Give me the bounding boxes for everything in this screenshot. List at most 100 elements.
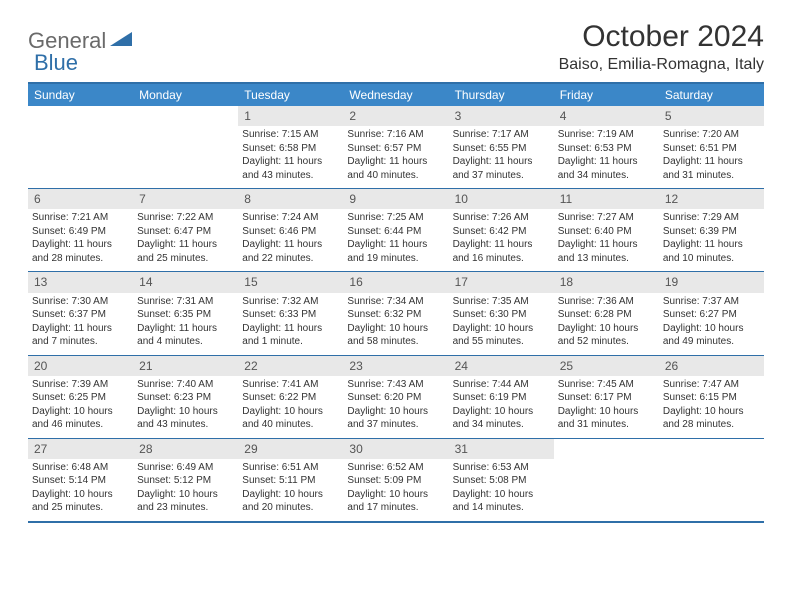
- sunrise-text: Sunrise: 7:27 AM: [558, 211, 655, 225]
- sunset-text: Sunset: 6:57 PM: [347, 142, 444, 156]
- day-number: 25: [554, 356, 659, 376]
- sunset-text: Sunset: 6:46 PM: [242, 225, 339, 239]
- week-row: 27 Sunrise: 6:48 AMSunset: 5:14 PM Dayligh…: [28, 438, 764, 521]
- daylight-text: Daylight: 10 hours and 37 minutes.: [347, 405, 444, 432]
- day-cell: 27Sunrise: 6:48 AMSunset: 5:14 PMDayligh…: [28, 439, 133, 521]
- day-number: 9: [343, 189, 448, 209]
- daylight-text: Daylight: 10 hours and 58 minutes.: [347, 322, 444, 349]
- daylight-text: Daylight: 11 hours and 22 minutes.: [242, 238, 339, 265]
- day-cell: 1Sunrise: 7:15 AMSunset: 6:58 PMDaylight…: [238, 106, 343, 188]
- day-cell: 19Sunrise: 7:37 AMSunset: 6:27 PMDayligh…: [659, 272, 764, 354]
- sunset-text: Sunset: 6:25 PM: [32, 391, 129, 405]
- day-cell: 14Sunrise: 7:31 AMSunset: 6:35 PMDayligh…: [133, 272, 238, 354]
- day-number: 5: [659, 106, 764, 126]
- day-number: 14: [133, 272, 238, 292]
- sunrise-text: Sunrise: 7:19 AM: [558, 128, 655, 142]
- sunrise-text: Sunrise: 7:25 AM: [347, 211, 444, 225]
- day-cell: 3Sunrise: 7:17 AMSunset: 6:55 PMDaylight…: [449, 106, 554, 188]
- sunset-text: Sunset: 5:08 PM: [453, 474, 550, 488]
- daylight-text: Daylight: 11 hours and 40 minutes.: [347, 155, 444, 182]
- day-cell: 7Sunrise: 7:22 AMSunset: 6:47 PMDaylight…: [133, 189, 238, 271]
- sunset-text: Sunset: 5:14 PM: [32, 474, 129, 488]
- sunset-text: Sunset: 6:32 PM: [347, 308, 444, 322]
- day-number: 18: [554, 272, 659, 292]
- day-number: 1: [238, 106, 343, 126]
- day-header-wednesday: Wednesday: [343, 84, 448, 106]
- sunset-text: Sunset: 6:22 PM: [242, 391, 339, 405]
- day-header-monday: Monday: [133, 84, 238, 106]
- day-cell: 15Sunrise: 7:32 AMSunset: 6:33 PMDayligh…: [238, 272, 343, 354]
- day-number: 13: [28, 272, 133, 292]
- sunset-text: Sunset: 6:51 PM: [663, 142, 760, 156]
- sunset-text: Sunset: 6:55 PM: [453, 142, 550, 156]
- sunset-text: Sunset: 6:40 PM: [558, 225, 655, 239]
- sunrise-text: Sunrise: 7:34 AM: [347, 295, 444, 309]
- sunset-text: Sunset: 6:30 PM: [453, 308, 550, 322]
- sunset-text: Sunset: 5:11 PM: [242, 474, 339, 488]
- sunrise-text: Sunrise: 7:22 AM: [137, 211, 234, 225]
- sunset-text: Sunset: 6:20 PM: [347, 391, 444, 405]
- daylight-text: Daylight: 11 hours and 25 minutes.: [137, 238, 234, 265]
- sunrise-text: Sunrise: 7:44 AM: [453, 378, 550, 392]
- daylight-text: Daylight: 10 hours and 28 minutes.: [663, 405, 760, 432]
- day-cell: 20Sunrise: 7:39 AMSunset: 6:25 PMDayligh…: [28, 356, 133, 438]
- week-row: ..1Sunrise: 7:15 AMSunset: 6:58 PMDaylig…: [28, 106, 764, 188]
- day-number: 4: [554, 106, 659, 126]
- day-cell: 6Sunrise: 7:21 AMSunset: 6:49 PMDaylight…: [28, 189, 133, 271]
- sunset-text: Sunset: 6:23 PM: [137, 391, 234, 405]
- day-cell: 8 Sunrise: 7:24 AMSunset: 6:46 PMDaylight…: [238, 189, 343, 271]
- week-row: 13Sunrise: 7:30 AMSunset: 6:37 PMDayligh…: [28, 271, 764, 354]
- day-cell: .: [28, 106, 133, 188]
- sunset-text: Sunset: 6:35 PM: [137, 308, 234, 322]
- day-number: 27: [28, 439, 133, 459]
- day-cell: 23Sunrise: 7:43 AMSunset: 6:20 PMDayligh…: [343, 356, 448, 438]
- day-cell: 29Sunrise: 6:51 AMSunset: 5:11 PMDayligh…: [238, 439, 343, 521]
- sunrise-text: Sunrise: 6:48 AM: [32, 461, 129, 475]
- logo-triangle-icon: [110, 30, 132, 53]
- sunset-text: Sunset: 6:49 PM: [32, 225, 129, 239]
- daylight-text: Daylight: 10 hours and 31 minutes.: [558, 405, 655, 432]
- day-cell: 26Sunrise: 7:47 AMSunset: 6:15 PMDayligh…: [659, 356, 764, 438]
- day-header-sunday: Sunday: [28, 84, 133, 106]
- daylight-text: Daylight: 11 hours and 13 minutes.: [558, 238, 655, 265]
- day-cell: 30Sunrise: 6:52 AMSunset: 5:09 PMDayligh…: [343, 439, 448, 521]
- sunset-text: Sunset: 5:12 PM: [137, 474, 234, 488]
- day-cell: .: [659, 439, 764, 521]
- sunrise-text: Sunrise: 7:41 AM: [242, 378, 339, 392]
- sunrise-text: Sunrise: 7:20 AM: [663, 128, 760, 142]
- sunrise-text: Sunrise: 7:30 AM: [32, 295, 129, 309]
- sunrise-text: Sunrise: 7:35 AM: [453, 295, 550, 309]
- sunrise-text: Sunrise: 7:36 AM: [558, 295, 655, 309]
- sunset-text: Sunset: 6:44 PM: [347, 225, 444, 239]
- sunset-text: Sunset: 6:58 PM: [242, 142, 339, 156]
- day-header-row: SundayMondayTuesdayWednesdayThursdayFrid…: [28, 84, 764, 106]
- day-cell: 28Sunrise: 6:49 AMSunset: 5:12 PMDayligh…: [133, 439, 238, 521]
- day-number: 29: [238, 439, 343, 459]
- day-number: 20: [28, 356, 133, 376]
- day-header-friday: Friday: [554, 84, 659, 106]
- day-number: 26: [659, 356, 764, 376]
- day-cell: 13Sunrise: 7:30 AMSunset: 6:37 PMDayligh…: [28, 272, 133, 354]
- day-cell: 4Sunrise: 7:19 AMSunset: 6:53 PMDaylight…: [554, 106, 659, 188]
- daylight-text: Daylight: 11 hours and 4 minutes.: [137, 322, 234, 349]
- sunset-text: Sunset: 6:47 PM: [137, 225, 234, 239]
- sunrise-text: Sunrise: 7:47 AM: [663, 378, 760, 392]
- day-number: 8: [238, 189, 343, 209]
- day-cell: 12Sunrise: 7:29 AMSunset: 6:39 PMDayligh…: [659, 189, 764, 271]
- day-cell: 2Sunrise: 7:16 AMSunset: 6:57 PMDaylight…: [343, 106, 448, 188]
- sunrise-text: Sunrise: 7:15 AM: [242, 128, 339, 142]
- day-cell: 10Sunrise: 7:26 AMSunset: 6:42 PMDayligh…: [449, 189, 554, 271]
- sunrise-text: Sunrise: 7:29 AM: [663, 211, 760, 225]
- sunrise-text: Sunrise: 7:24 AM: [242, 211, 339, 225]
- day-cell: 22Sunrise: 7:41 AMSunset: 6:22 PMDayligh…: [238, 356, 343, 438]
- sunrise-text: Sunrise: 7:26 AM: [453, 211, 550, 225]
- daylight-text: Daylight: 10 hours and 17 minutes.: [347, 488, 444, 515]
- day-cell: 16 Sunrise: 7:34 AMSunset: 6:32 PMDayligh…: [343, 272, 448, 354]
- day-number: 24: [449, 356, 554, 376]
- day-number: 6: [28, 189, 133, 209]
- week-row: 20Sunrise: 7:39 AMSunset: 6:25 PMDayligh…: [28, 355, 764, 438]
- title-block: October 2024 Baiso, Emilia-Romagna, Ital…: [559, 20, 764, 74]
- daylight-text: Daylight: 10 hours and 49 minutes.: [663, 322, 760, 349]
- day-number: 10: [449, 189, 554, 209]
- day-number: 16: [343, 272, 448, 292]
